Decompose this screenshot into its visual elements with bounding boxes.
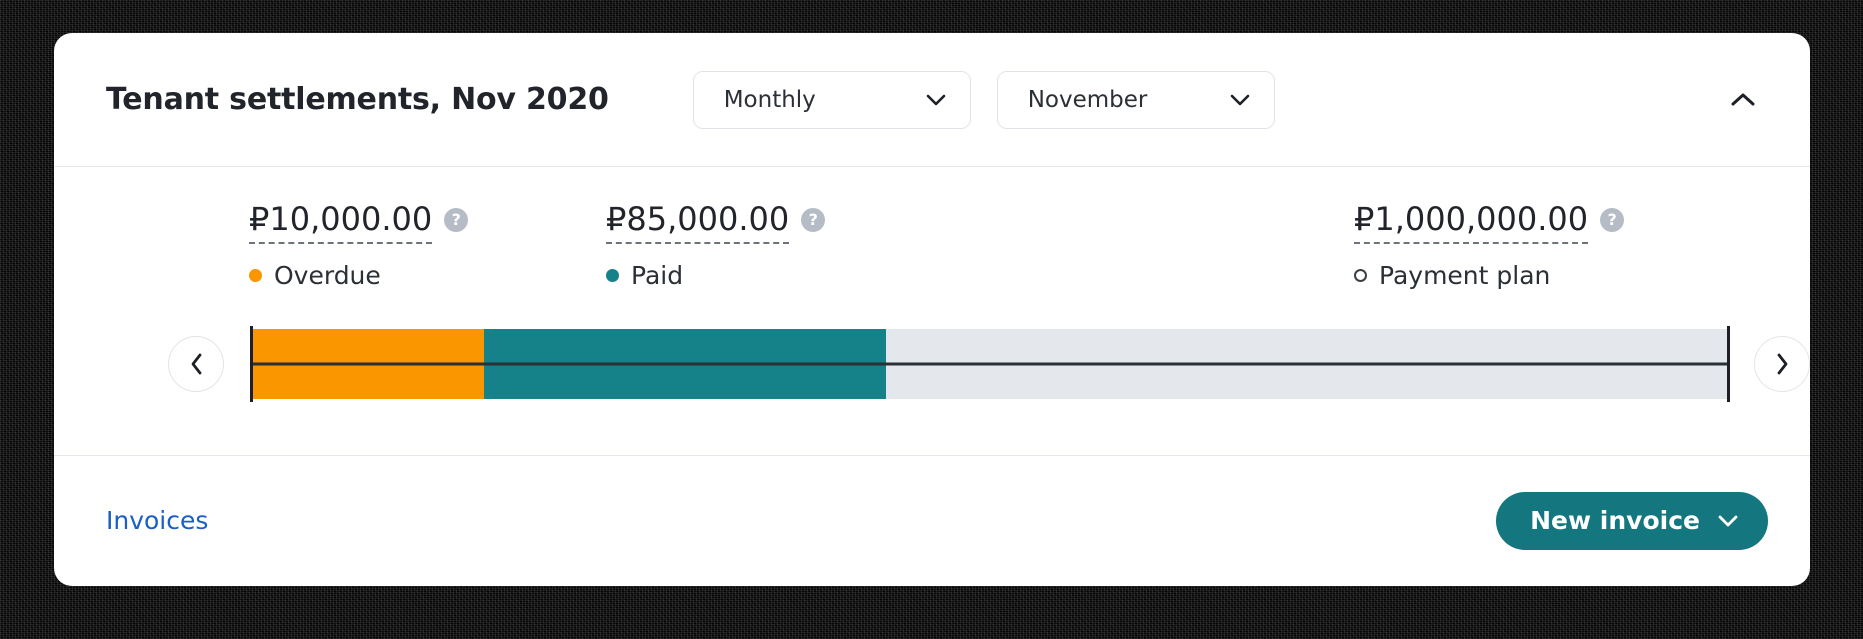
legend-dot-payment-plan: [1354, 268, 1367, 282]
card-body: ₽10,000.00 ? Overdue ₽85,000.00 ? Paid: [54, 167, 1810, 455]
chevron-up-icon: [1730, 92, 1756, 107]
tenant-settlements-card: Tenant settlements, Nov 2020 Monthly Nov…: [54, 33, 1810, 586]
new-invoice-button[interactable]: New invoice: [1496, 491, 1768, 550]
question-mark-icon[interactable]: ?: [801, 208, 826, 232]
stat-overdue: ₽10,000.00 ? Overdue: [249, 202, 469, 290]
stat-payment-plan-amount-row: ₽1,000,000.00 ?: [1354, 202, 1625, 244]
stat-overdue-amount[interactable]: ₽10,000.00: [249, 202, 433, 244]
question-mark-icon[interactable]: ?: [444, 208, 469, 232]
stat-overdue-legend: Overdue: [249, 261, 468, 290]
stat-payment-plan-amount[interactable]: ₽1,000,000.00: [1354, 202, 1589, 244]
stat-payment-plan-label: Payment plan: [1379, 260, 1551, 290]
filter-controls: Monthly November: [692, 70, 1275, 129]
stat-paid: ₽85,000.00 ? Paid: [606, 202, 826, 290]
stat-paid-legend: Paid: [606, 261, 825, 290]
chevron-down-icon: [1230, 94, 1250, 106]
stat-paid-amount-row: ₽85,000.00 ?: [606, 202, 826, 244]
chevron-left-icon: [190, 353, 203, 375]
stat-payment-plan: ₽1,000,000.00 ? Payment plan: [1354, 202, 1625, 290]
period-select[interactable]: Monthly: [692, 70, 971, 129]
progress-end-cap: [1727, 326, 1730, 402]
invoices-link[interactable]: Invoices: [106, 506, 209, 535]
card-footer: Invoices New invoice: [54, 455, 1810, 585]
month-select[interactable]: November: [996, 70, 1275, 129]
stat-overdue-label: Overdue: [274, 260, 381, 290]
month-select-value: November: [1027, 86, 1148, 113]
settlement-stats: ₽10,000.00 ? Overdue ₽85,000.00 ? Paid: [54, 167, 1810, 290]
card-header: Tenant settlements, Nov 2020 Monthly Nov…: [54, 33, 1810, 167]
chevron-down-icon: [1718, 515, 1738, 527]
new-invoice-button-label: New invoice: [1530, 506, 1700, 535]
chevron-right-icon: [1776, 353, 1789, 375]
next-period-button[interactable]: [1754, 336, 1810, 392]
collapse-card-button[interactable]: [1720, 77, 1766, 123]
period-select-value: Monthly: [723, 86, 816, 113]
legend-dot-paid: [606, 268, 619, 282]
stat-payment-plan-legend: Payment plan: [1354, 261, 1624, 290]
question-mark-icon[interactable]: ?: [1600, 208, 1625, 232]
progress-midline: [250, 362, 1730, 366]
legend-dot-overdue: [249, 268, 262, 282]
stat-paid-label: Paid: [631, 260, 684, 290]
stat-overdue-amount-row: ₽10,000.00 ?: [249, 202, 469, 244]
settlement-progress-row: [54, 319, 1810, 409]
progress-start-cap: [250, 326, 253, 402]
stat-paid-amount[interactable]: ₽85,000.00: [606, 202, 790, 244]
chevron-down-icon: [926, 94, 946, 106]
previous-period-button[interactable]: [168, 336, 224, 392]
page-title: Tenant settlements, Nov 2020: [106, 82, 609, 117]
settlement-progress-bar[interactable]: [250, 326, 1730, 402]
